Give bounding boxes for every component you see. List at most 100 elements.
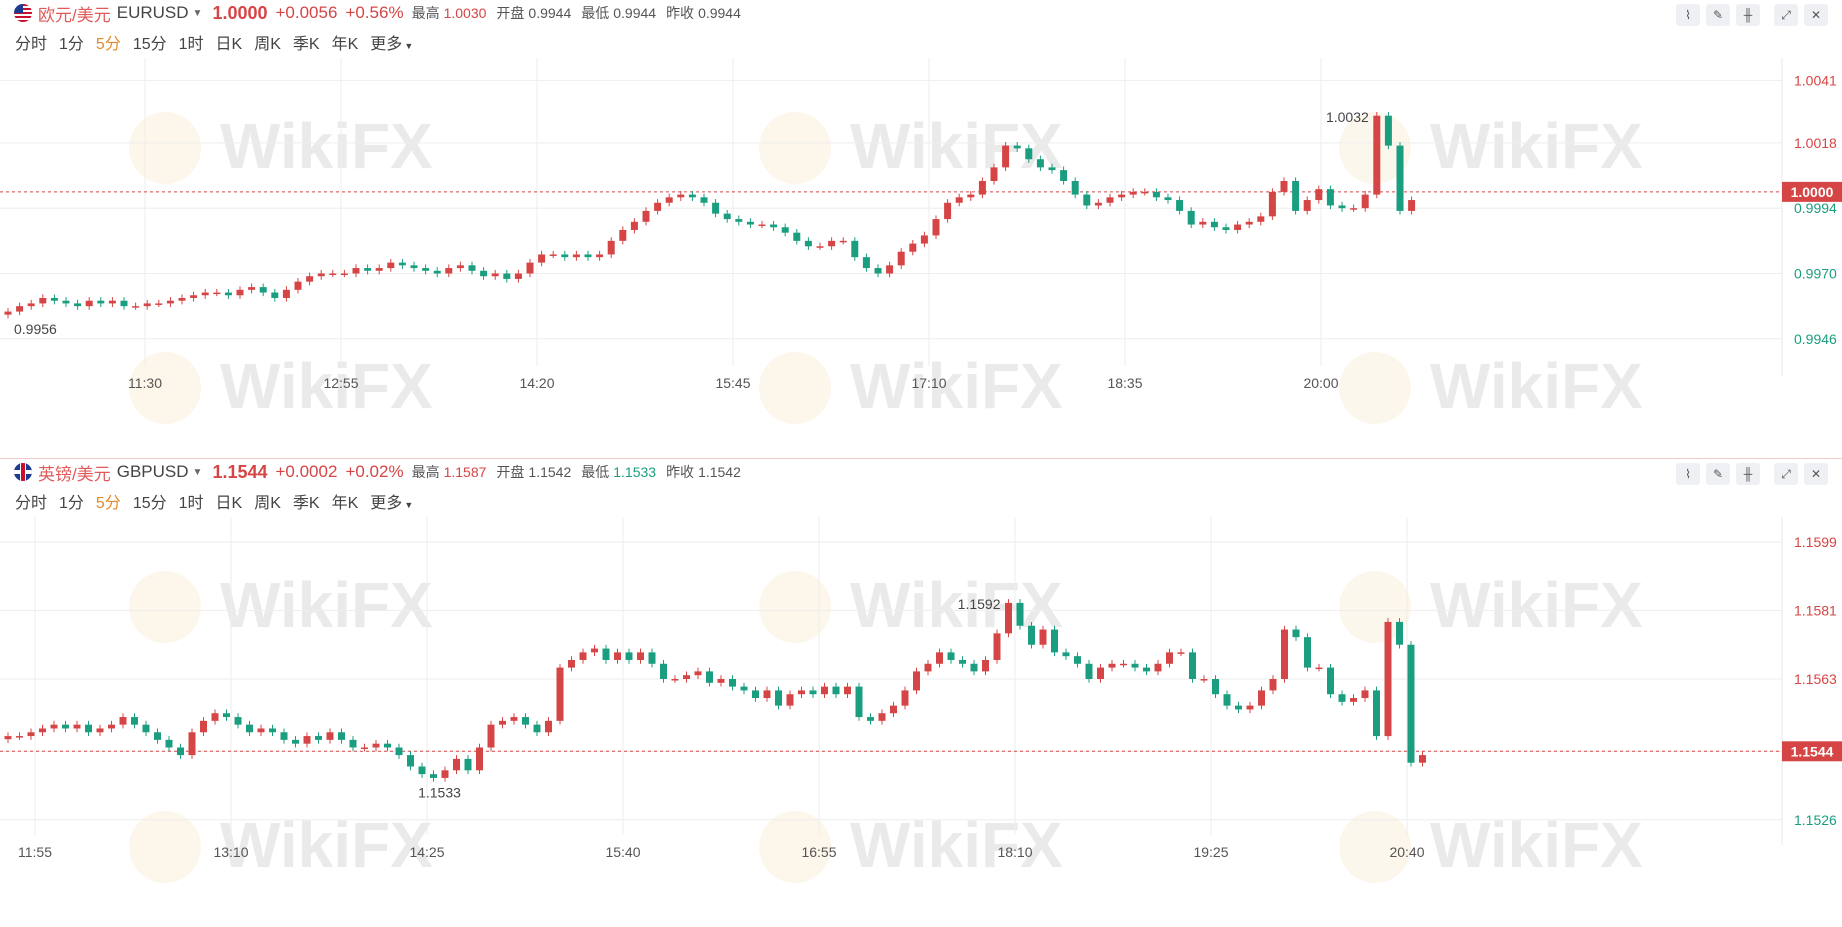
tab-timeframe[interactable]: 日K (215, 36, 243, 53)
candle (1326, 185, 1334, 210)
tab-timeframe[interactable]: 15分 (132, 495, 167, 512)
candle (781, 223, 789, 237)
tab-timeframe[interactable]: 1分 (59, 495, 84, 512)
candle (430, 770, 437, 782)
tab-timeframe[interactable]: 年K (331, 36, 359, 53)
wikifx-watermark: WikiFX (759, 110, 1063, 184)
candle-body (1268, 191, 1276, 217)
candle-body (1062, 652, 1070, 657)
line-chart-icon[interactable]: ⌇ (1676, 4, 1700, 26)
tab-timeframe[interactable]: 1分 (59, 36, 84, 53)
tab-timeframe[interactable]: 日K (215, 495, 243, 512)
candle-body (549, 254, 557, 256)
candle (1002, 141, 1010, 172)
candle-body (729, 679, 736, 687)
tab-timeframe[interactable]: 1时 (178, 36, 204, 53)
low-label: 最低 (581, 464, 610, 480)
candle (607, 237, 615, 259)
tab-timeframe[interactable]: 5分 (95, 495, 121, 512)
candle (1361, 686, 1369, 702)
candle-body (993, 633, 1001, 660)
candle-body (568, 659, 575, 668)
tab-timeframe[interactable]: 1时 (178, 495, 204, 512)
candle-body (959, 659, 966, 664)
eurusd-candlestick-chart[interactable]: WikiFX WikiFX WikiFX WikiFX WikiFX WikiFX 1.00… (0, 58, 1842, 458)
candle (526, 258, 534, 278)
close-icon[interactable]: ✕ (1804, 463, 1828, 485)
chevron-down-icon[interactable]: ▼ (192, 7, 203, 19)
candle (637, 648, 644, 664)
tab-timeframe[interactable]: 分时 (15, 36, 48, 53)
candle (1292, 625, 1300, 641)
candle (982, 656, 989, 676)
candle-body (924, 663, 932, 672)
candle (27, 728, 35, 740)
candlestick-icon[interactable]: ╫ (1736, 4, 1760, 26)
candle-body (200, 720, 207, 733)
candle (694, 667, 702, 679)
candle-body (671, 679, 679, 681)
tab-timeframe[interactable]: 15分 (132, 36, 167, 53)
more-dropdown[interactable]: 更多 ▼ (370, 30, 413, 54)
candle-body (602, 648, 610, 660)
y-tick-label: 1.1599 (1794, 534, 1837, 550)
candle (844, 682, 851, 698)
candle (73, 720, 81, 733)
candle-body (717, 679, 725, 683)
candle (1222, 223, 1230, 234)
candle (39, 724, 46, 737)
expand-icon[interactable]: ⤢ (1774, 4, 1798, 26)
draw-pen-icon[interactable]: ✎ (1706, 4, 1730, 26)
draw-pen-icon[interactable]: ✎ (1706, 463, 1730, 485)
tab-timeframe[interactable]: 分时 (15, 495, 48, 512)
watermark-text: WikiFX (850, 110, 1063, 182)
candle-body (1189, 652, 1196, 679)
candle-body (1338, 205, 1346, 209)
candle (630, 218, 638, 234)
candle (878, 709, 886, 725)
candle-body (901, 690, 909, 706)
tab-timeframe[interactable]: 季K (292, 36, 320, 53)
candle-body (510, 717, 518, 721)
candle-body (352, 268, 360, 274)
candle-body (190, 295, 198, 298)
candle-body (630, 221, 638, 230)
candle-body (1419, 755, 1426, 763)
candle-body (746, 221, 754, 225)
candle (1419, 751, 1426, 767)
candle (1350, 204, 1358, 212)
candle-body (445, 268, 453, 274)
symbol-selector[interactable]: EURUSD (116, 3, 189, 22)
candle (798, 686, 805, 698)
candle (775, 686, 782, 710)
candlestick-icon[interactable]: ╫ (1736, 463, 1760, 485)
tab-timeframe[interactable]: 周K (254, 495, 281, 512)
line-chart-icon[interactable]: ⌇ (1676, 463, 1700, 485)
candle-body (775, 690, 782, 706)
tab-timeframe[interactable]: 5分 (95, 36, 121, 53)
candle-body (1025, 148, 1033, 160)
candle (384, 739, 391, 752)
candle (897, 248, 905, 269)
tab-timeframe[interactable]: 季K (292, 495, 320, 512)
candle (234, 713, 242, 729)
expand-icon[interactable]: ⤢ (1774, 463, 1798, 485)
candle-body (143, 303, 151, 307)
candle (642, 207, 650, 226)
prev-close-value: 1.1542 (698, 464, 741, 480)
symbol-selector[interactable]: GBPUSD (116, 462, 189, 481)
tab-timeframe[interactable]: 年K (331, 495, 359, 512)
tab-timeframe[interactable]: 周K (254, 36, 281, 53)
chevron-down-icon[interactable]: ▼ (192, 466, 203, 478)
close-icon[interactable]: ✕ (1804, 4, 1828, 26)
current-price-badge (1782, 181, 1842, 202)
candle-body (375, 268, 383, 271)
candle (1085, 660, 1093, 683)
candle (1131, 660, 1139, 672)
candle-body (591, 648, 598, 653)
candle (1361, 190, 1369, 212)
candle-body (967, 194, 975, 198)
candle-body (1200, 679, 1208, 681)
more-dropdown[interactable]: 更多 ▼ (370, 489, 413, 513)
